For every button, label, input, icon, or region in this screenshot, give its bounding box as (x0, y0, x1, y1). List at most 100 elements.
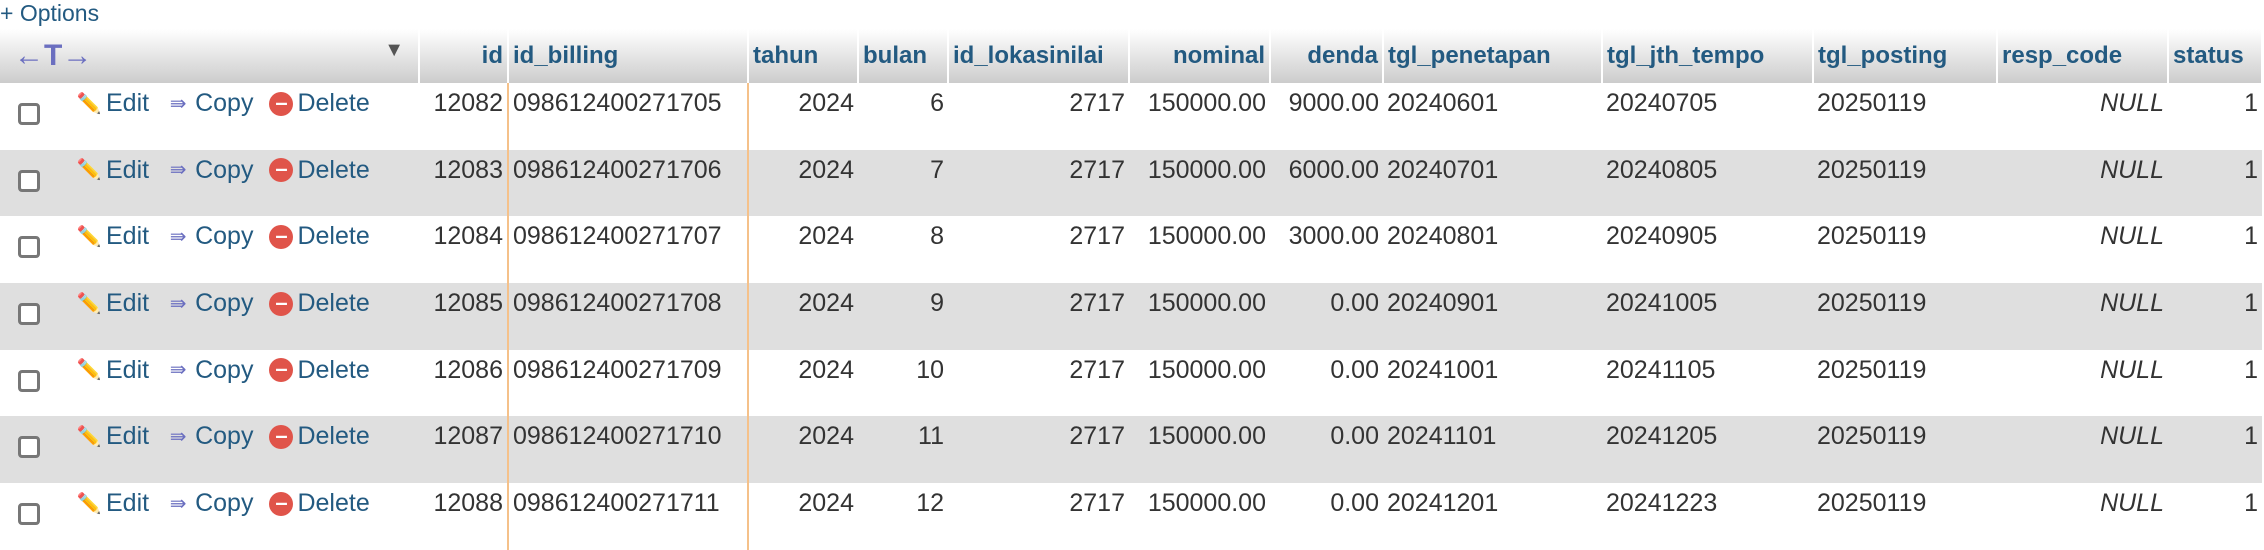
column-header-id-lokasinilai[interactable]: id_lokasinilai (948, 29, 1130, 83)
cell-denda[interactable]: 0.00 (1270, 349, 1383, 417)
cell-resp-code[interactable]: NULL (1997, 283, 2168, 350)
cell-tgl-penetapan[interactable]: 20241201 (1383, 483, 1602, 550)
cell-tahun[interactable]: 2024 (748, 349, 858, 417)
cell-denda[interactable]: 0.00 (1270, 483, 1383, 550)
column-header-tahun[interactable]: tahun (748, 29, 859, 83)
cell-id-lokasinilai[interactable]: 2717 (948, 483, 1129, 550)
copy-button[interactable]: ⇛ Copy (165, 89, 254, 118)
cell-tgl-jth-tempo[interactable]: 20241105 (1602, 349, 1813, 417)
copy-button[interactable]: ⇛ Copy (165, 356, 254, 385)
edit-button[interactable]: ✏️ Edit (76, 422, 150, 451)
delete-button[interactable]: – Delete (269, 89, 370, 118)
cell-tgl-penetapan[interactable]: 20240901 (1383, 283, 1602, 350)
copy-button[interactable]: ⇛ Copy (165, 422, 254, 451)
row-checkbox[interactable] (18, 236, 40, 259)
column-header-tgl-penetapan[interactable]: tgl_penetapan (1383, 29, 1603, 83)
row-checkbox[interactable] (18, 369, 40, 392)
row-checkbox[interactable] (18, 503, 40, 526)
cell-nominal[interactable]: 150000.00 (1129, 83, 1270, 150)
row-checkbox[interactable] (18, 169, 40, 192)
column-header-denda[interactable]: denda (1270, 29, 1384, 83)
cell-tgl-jth-tempo[interactable]: 20241223 (1602, 483, 1813, 550)
cell-id[interactable]: 12082 (419, 83, 508, 150)
cell-id-billing[interactable]: 098612400271705 (507, 83, 749, 150)
cell-tgl-posting[interactable]: 20250119 (1813, 83, 1997, 150)
column-resize-header[interactable]: ←T→ ▼ (0, 29, 420, 83)
delete-button[interactable]: – Delete (269, 222, 370, 251)
cell-status[interactable]: 1 (2168, 283, 2262, 350)
cell-status[interactable]: 1 (2168, 149, 2262, 217)
cell-id[interactable]: 12084 (419, 216, 508, 284)
cell-bulan[interactable]: 9 (858, 283, 948, 350)
cell-nominal[interactable]: 150000.00 (1129, 283, 1270, 350)
cell-tgl-jth-tempo[interactable]: 20240705 (1602, 83, 1813, 150)
cell-id-billing[interactable]: 098612400271711 (507, 483, 749, 550)
cell-bulan[interactable]: 11 (858, 416, 948, 484)
edit-button[interactable]: ✏️ Edit (76, 156, 150, 185)
cell-tahun[interactable]: 2024 (748, 416, 858, 484)
cell-denda[interactable]: 9000.00 (1270, 83, 1383, 150)
cell-id[interactable]: 12086 (419, 349, 508, 417)
cell-nominal[interactable]: 150000.00 (1129, 149, 1270, 217)
cell-resp-code[interactable]: NULL (1997, 216, 2168, 284)
row-checkbox[interactable] (18, 303, 40, 326)
cell-tgl-posting[interactable]: 20250119 (1813, 416, 1997, 484)
delete-button[interactable]: – Delete (269, 156, 370, 185)
cell-id-billing[interactable]: 098612400271708 (507, 283, 749, 350)
cell-tahun[interactable]: 2024 (748, 83, 858, 150)
cell-tgl-penetapan[interactable]: 20240801 (1383, 216, 1602, 284)
column-header-resp-code[interactable]: resp_code (1997, 29, 2169, 83)
cell-bulan[interactable]: 7 (858, 149, 948, 217)
edit-button[interactable]: ✏️ Edit (76, 289, 150, 318)
cell-bulan[interactable]: 12 (858, 483, 948, 550)
delete-button[interactable]: – Delete (269, 289, 370, 318)
cell-tgl-penetapan[interactable]: 20240701 (1383, 149, 1602, 217)
cell-id-billing[interactable]: 098612400271710 (507, 416, 749, 484)
column-header-id[interactable]: id (419, 29, 509, 83)
cell-tgl-penetapan[interactable]: 20241001 (1383, 349, 1602, 417)
column-header-nominal[interactable]: nominal (1129, 29, 1271, 83)
cell-tgl-posting[interactable]: 20250119 (1813, 149, 1997, 217)
cell-denda[interactable]: 0.00 (1270, 416, 1383, 484)
delete-button[interactable]: – Delete (269, 356, 370, 385)
column-header-status[interactable]: status (2168, 29, 2263, 83)
edit-button[interactable]: ✏️ Edit (76, 356, 150, 385)
cell-tgl-jth-tempo[interactable]: 20240905 (1602, 216, 1813, 284)
cell-tgl-penetapan[interactable]: 20240601 (1383, 83, 1602, 150)
copy-button[interactable]: ⇛ Copy (165, 156, 254, 185)
cell-status[interactable]: 1 (2168, 349, 2262, 417)
delete-button[interactable]: – Delete (269, 489, 370, 518)
column-header-bulan[interactable]: bulan (858, 29, 949, 83)
cell-id-billing[interactable]: 098612400271709 (507, 349, 749, 417)
cell-nominal[interactable]: 150000.00 (1129, 216, 1270, 284)
cell-id-lokasinilai[interactable]: 2717 (948, 216, 1129, 284)
edit-button[interactable]: ✏️ Edit (76, 489, 150, 518)
edit-button[interactable]: ✏️ Edit (76, 222, 150, 251)
column-header-id-billing[interactable]: id_billing (508, 29, 749, 83)
row-checkbox[interactable] (18, 436, 40, 459)
column-header-tgl-jth-tempo[interactable]: tgl_jth_tempo (1602, 29, 1814, 83)
cell-tahun[interactable]: 2024 (748, 149, 858, 217)
cell-id[interactable]: 12085 (419, 283, 508, 350)
cell-id-lokasinilai[interactable]: 2717 (948, 283, 1129, 350)
cell-denda[interactable]: 6000.00 (1270, 149, 1383, 217)
cell-resp-code[interactable]: NULL (1997, 416, 2168, 484)
cell-id[interactable]: 12087 (419, 416, 508, 484)
cell-nominal[interactable]: 150000.00 (1129, 483, 1270, 550)
row-checkbox[interactable] (18, 103, 40, 125)
cell-id-billing[interactable]: 098612400271706 (507, 149, 749, 217)
cell-status[interactable]: 1 (2168, 83, 2262, 150)
cell-resp-code[interactable]: NULL (1997, 149, 2168, 217)
cell-denda[interactable]: 3000.00 (1270, 216, 1383, 284)
cell-tahun[interactable]: 2024 (748, 283, 858, 350)
sort-dropdown-icon[interactable]: ▼ (384, 39, 404, 61)
cell-tgl-jth-tempo[interactable]: 20240805 (1602, 149, 1813, 217)
cell-tahun[interactable]: 2024 (748, 216, 858, 284)
cell-resp-code[interactable]: NULL (1997, 83, 2168, 150)
cell-resp-code[interactable]: NULL (1997, 349, 2168, 417)
edit-button[interactable]: ✏️ Edit (76, 89, 150, 118)
cell-bulan[interactable]: 8 (858, 216, 948, 284)
cell-bulan[interactable]: 10 (858, 349, 948, 417)
cell-tgl-posting[interactable]: 20250119 (1813, 349, 1997, 417)
cell-id-lokasinilai[interactable]: 2717 (948, 416, 1129, 484)
